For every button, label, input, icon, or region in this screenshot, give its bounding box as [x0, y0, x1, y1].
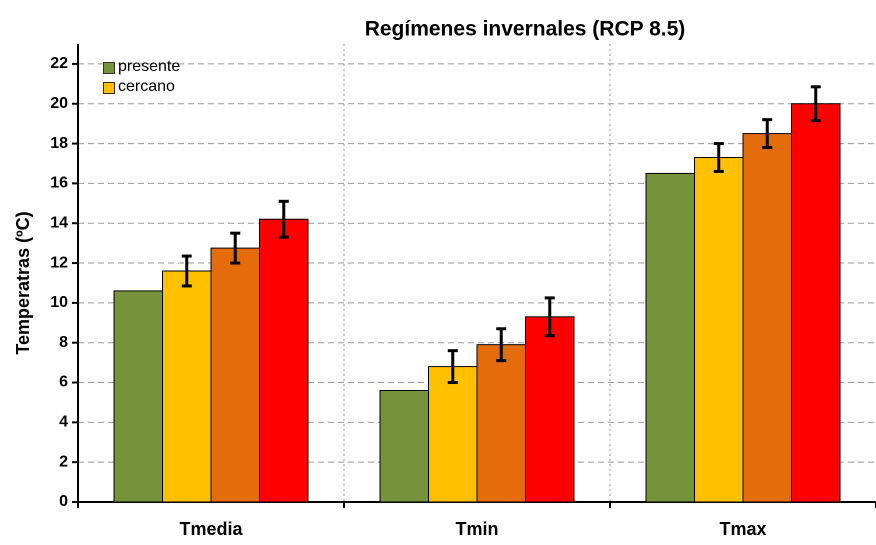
y-tick-label: 22	[50, 55, 68, 72]
x-tick-label: Tmax	[719, 519, 766, 539]
legend-swatch	[103, 62, 115, 74]
y-tick-label: 2	[59, 453, 68, 470]
y-tick-label: 6	[59, 374, 68, 391]
bar	[428, 366, 478, 503]
bar	[645, 172, 695, 503]
bar	[210, 247, 260, 503]
y-tick-label: 8	[59, 334, 68, 351]
legend-entry: cercano	[103, 78, 198, 96]
bar	[694, 157, 744, 503]
bar	[476, 344, 526, 503]
error-bar	[713, 142, 724, 173]
y-tick-label: 18	[50, 135, 68, 152]
legend-label: presente	[118, 58, 181, 75]
x-tick-label: Tmedia	[179, 519, 243, 539]
y-tick-label: 16	[50, 175, 68, 192]
bar	[791, 103, 841, 503]
bar	[742, 133, 792, 503]
bar	[379, 389, 429, 503]
error-bar	[230, 231, 241, 265]
legend-entry: presente	[103, 58, 198, 76]
error-bar	[447, 349, 458, 385]
y-tick-label: 14	[50, 214, 68, 231]
bar	[113, 290, 163, 503]
bar	[259, 218, 309, 503]
error-bar	[278, 199, 289, 239]
error-bar	[181, 254, 192, 288]
error-bar	[762, 118, 773, 150]
chart-title: Regímenes invernales (RCP 8.5)	[365, 18, 686, 41]
bar	[525, 316, 575, 503]
legend-swatch	[103, 82, 115, 94]
y-axis-label: Temperatras (ºC)	[13, 211, 33, 354]
y-tick-label: 4	[59, 414, 68, 431]
y-tick-label: 20	[50, 95, 68, 112]
error-bar	[544, 296, 555, 338]
error-bar	[810, 85, 821, 123]
legend: presente cercano	[103, 58, 198, 98]
y-tick-label: 0	[59, 493, 68, 510]
error-bar	[496, 327, 507, 363]
y-tick-label: 10	[50, 294, 68, 311]
x-tick-label: Tmin	[456, 519, 499, 539]
legend-label: cercano	[118, 78, 175, 95]
bar	[162, 270, 212, 503]
y-tick-label: 12	[50, 254, 68, 271]
